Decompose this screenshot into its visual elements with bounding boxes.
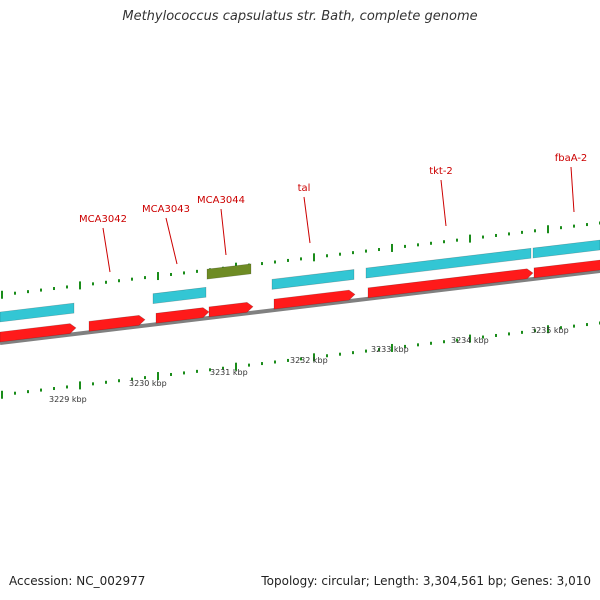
upper-tick-row bbox=[1, 221, 600, 299]
scale-label: 3232 kbp bbox=[290, 356, 328, 365]
scale-label: 3229 kbp bbox=[49, 395, 87, 404]
scale-tick-row bbox=[1, 321, 600, 399]
scale-label: 3233 kbp bbox=[371, 345, 409, 354]
cds-reverse-feature bbox=[533, 259, 600, 279]
cds-reverse-feature bbox=[208, 302, 254, 318]
cds-reverse-feature bbox=[88, 315, 146, 332]
cds-reverse-feature bbox=[0, 323, 77, 343]
genome-backbone bbox=[0, 269, 600, 345]
scale-label-layer: 3229 kbp 3230 kbp 3231 kbp 3232 kbp 3233 kbp… bbox=[49, 326, 569, 404]
genome-stats-text: Topology: circular; Length: 3,304,561 bp… bbox=[261, 574, 591, 588]
scale-label: 3231 kbp bbox=[210, 368, 248, 377]
gene-label-leader bbox=[570, 166, 575, 213]
gene-feature bbox=[206, 263, 252, 280]
gene-label-leader bbox=[102, 227, 111, 273]
cds-forward-feature bbox=[152, 286, 207, 304]
features bbox=[0, 239, 600, 345]
gene-label: tal bbox=[298, 183, 311, 194]
cds-forward-feature bbox=[271, 269, 355, 290]
gene-label-leader bbox=[165, 217, 178, 265]
scale-label: 3230 kbp bbox=[129, 379, 167, 388]
cds-forward-feature bbox=[532, 239, 600, 259]
cds-reverse-feature bbox=[273, 289, 356, 310]
cds-reverse-feature bbox=[155, 307, 210, 324]
tick-rows bbox=[1, 221, 600, 399]
gene-label: MCA3044 bbox=[197, 195, 245, 206]
scale-label: 3235 kbp bbox=[531, 326, 569, 335]
gene-label-leader bbox=[220, 208, 227, 256]
gene-label: MCA3043 bbox=[142, 204, 190, 215]
gene-label-layer: MCA3042 MCA3043 MCA3044 tal tkt-2 fbaA-2 bbox=[79, 153, 588, 273]
gene-label-leader bbox=[303, 196, 311, 244]
cds-reverse-feature bbox=[367, 268, 534, 299]
scale-label: 3234 kbp bbox=[451, 336, 489, 345]
gene-label: MCA3042 bbox=[79, 214, 127, 225]
gene-label: fbaA-2 bbox=[555, 153, 588, 164]
cds-forward-feature bbox=[365, 247, 532, 279]
gene-label: tkt-2 bbox=[429, 166, 453, 177]
map-title: Methylococcus capsulatus str. Bath, comp… bbox=[122, 9, 478, 24]
cds-forward-feature bbox=[0, 302, 75, 323]
gene-label-leader bbox=[440, 179, 447, 227]
accession-text: Accession: NC_002977 bbox=[9, 574, 146, 588]
